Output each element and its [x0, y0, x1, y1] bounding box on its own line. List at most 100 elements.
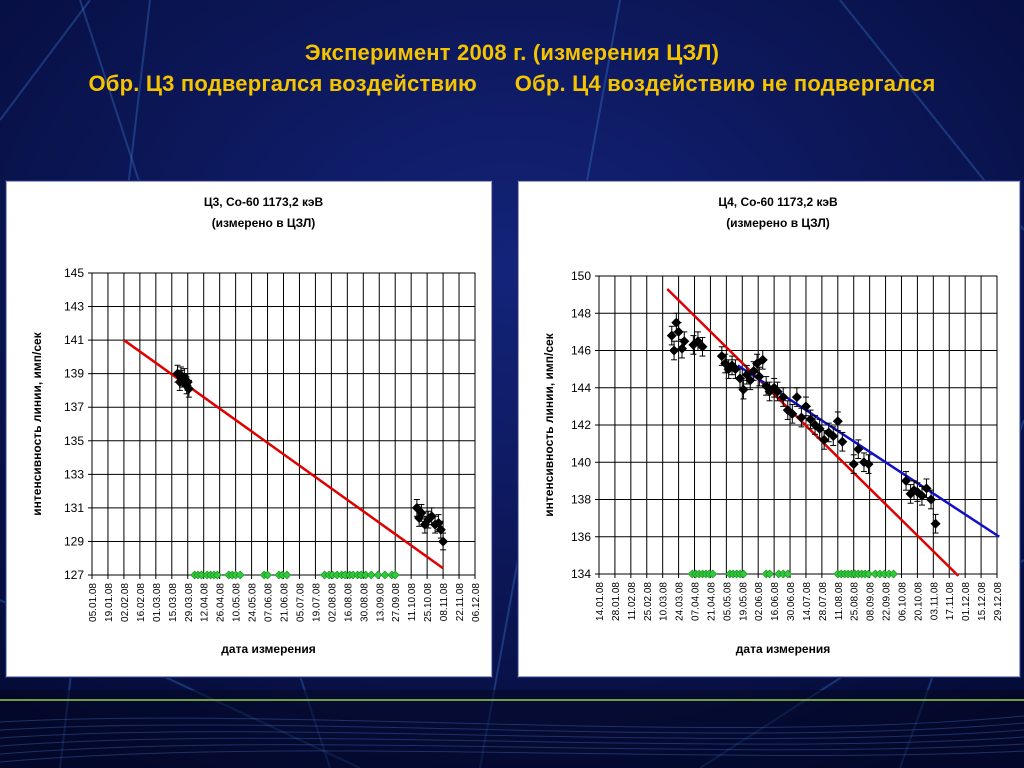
baseline-marker: [390, 570, 400, 580]
slide-subtitle: Обр. Ц3 подвергался воздействию Обр. Ц4 …: [88, 71, 936, 96]
x-tick-label: 29.03.08: [184, 583, 195, 622]
data-point: [796, 412, 807, 423]
chart-title: Ц3, Co-60 1173,2 кэВ: [204, 195, 324, 209]
data-point: [823, 427, 834, 438]
background-wave: [0, 715, 1024, 728]
data-point: [679, 336, 690, 347]
x-tick-label: 28.07.08: [818, 582, 829, 621]
data-point: [183, 383, 194, 394]
y-tick-label: 143: [64, 300, 84, 314]
y-tick-label: 134: [571, 567, 591, 581]
x-tick-label: 30.06.08: [786, 582, 797, 621]
background-wave: [0, 743, 1024, 755]
data-point: [697, 341, 708, 352]
data-point: [930, 518, 941, 529]
y-tick-label: 139: [64, 367, 84, 381]
x-tick-label: 16.06.08: [770, 582, 781, 621]
y-tick-label: 142: [571, 418, 591, 432]
data-point: [848, 459, 859, 470]
y-tick-label: 144: [571, 381, 591, 395]
y-tick-label: 127: [64, 568, 84, 582]
y-tick-label: 137: [64, 400, 84, 414]
x-tick-label: 19.05.08: [738, 582, 749, 621]
x-tick-label: 14.01.08: [595, 582, 606, 621]
chart-panel-c4: Ц4, Co-60 1173,2 кэВ (измерено в ЦЗЛ) 14.0…: [518, 181, 1020, 677]
y-tick-label: 141: [64, 333, 84, 347]
baseline-marker: [708, 569, 718, 579]
data-point: [745, 375, 756, 386]
x-tick-label: 19.01.08: [104, 583, 115, 622]
y-tick-label: 136: [571, 530, 591, 544]
x-tick-label: 02.02.08: [120, 583, 131, 622]
x-tick-label: 03.11.08: [929, 582, 940, 621]
data-point: [666, 330, 677, 341]
y-axis-title: интенсивность линии, имп/сек: [30, 331, 44, 515]
x-tick-label: 05.05.08: [722, 582, 733, 621]
data-point: [837, 436, 848, 447]
x-tick-label: 02.08.08: [327, 583, 338, 622]
data-point: [688, 339, 699, 350]
data-point: [416, 507, 427, 518]
x-tick-label: 25.02.08: [643, 582, 654, 621]
data-point: [863, 459, 874, 470]
chart-panel-c3: Ц3, Co-60 1173,2 кэВ (измерено в ЦЗЛ) 05.0…: [6, 181, 492, 677]
x-tick-label: 15.03.08: [168, 583, 179, 622]
x-tick-label: 25.10.08: [423, 583, 434, 622]
baseline-marker: [889, 569, 898, 579]
x-tick-label: 22.09.08: [882, 582, 893, 621]
x-tick-label: 15.12.08: [977, 582, 988, 621]
x-tick-label: 26.04.08: [216, 583, 227, 622]
x-tick-label: 12.04.08: [200, 583, 211, 622]
x-tick-label: 07.04.08: [691, 582, 702, 621]
x-tick-label: 21.04.08: [706, 582, 717, 621]
x-tick-label: 10.03.08: [659, 582, 670, 621]
x-tick-label: 29.12.08: [993, 582, 1004, 621]
data-point: [735, 373, 746, 384]
data-point: [669, 345, 680, 356]
chart-c4: Ц4, Co-60 1173,2 кэВ (измерено в ЦЗЛ) 14.0…: [542, 195, 1004, 656]
background-streak: [0, 0, 91, 121]
x-tick-label: 06.10.08: [897, 582, 908, 621]
x-tick-label: 05.07.08: [295, 583, 306, 622]
data-point: [800, 401, 811, 412]
data-point: [752, 358, 763, 369]
data-point: [438, 536, 449, 547]
data-point: [757, 354, 768, 365]
data-point: [411, 502, 422, 513]
y-tick-label: 148: [571, 306, 591, 320]
data-point: [819, 434, 830, 445]
baseline-marker: [738, 569, 748, 579]
data-point: [716, 351, 727, 362]
data-point: [673, 326, 684, 337]
data-point: [921, 483, 932, 494]
x-tick-label: 02.06.08: [754, 582, 765, 621]
baseline-marker: [212, 570, 222, 580]
x-tick-label: 05.01.08: [88, 583, 99, 622]
x-tick-label: 30.08.08: [359, 583, 370, 622]
x-tick-label: 19.07.08: [311, 583, 322, 622]
y-tick-label: 135: [64, 434, 84, 448]
x-tick-label: 16.08.08: [343, 583, 354, 622]
data-point: [828, 431, 839, 442]
y-tick-label: 129: [64, 534, 84, 548]
data-point: [832, 416, 843, 427]
x-tick-label: 22.11.08: [455, 583, 466, 622]
data-point: [916, 490, 927, 501]
data-point: [182, 377, 193, 388]
baseline-marker: [373, 570, 383, 580]
y-tick-label: 133: [64, 467, 84, 481]
data-point: [926, 494, 937, 505]
x-tick-label: 25.08.08: [850, 582, 861, 621]
data-point: [772, 386, 783, 397]
x-tick-label: 20.10.08: [913, 582, 924, 621]
chart-subtitle: (измерено в ЦЗЛ): [726, 216, 830, 230]
x-axis-title: дата измерения: [736, 642, 830, 656]
x-tick-label: 11.08.08: [834, 582, 845, 621]
x-tick-label: 14.07.08: [802, 582, 813, 621]
baseline-marker: [263, 570, 272, 580]
data-point: [805, 414, 816, 425]
data-point: [430, 519, 441, 530]
background-wave: [0, 722, 1024, 734]
x-tick-label: 21.06.08: [280, 583, 291, 622]
data-point: [782, 405, 793, 416]
